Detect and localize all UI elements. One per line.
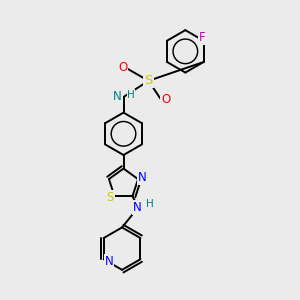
Text: F: F <box>199 31 206 44</box>
Text: N: N <box>138 171 147 184</box>
Text: N: N <box>113 91 122 103</box>
Text: O: O <box>118 61 127 74</box>
Text: O: O <box>161 93 170 106</box>
Text: N: N <box>105 255 113 268</box>
Text: H: H <box>146 200 153 209</box>
Text: S: S <box>107 191 114 204</box>
Text: H: H <box>127 90 135 100</box>
Text: N: N <box>132 201 141 214</box>
Text: S: S <box>144 74 153 87</box>
